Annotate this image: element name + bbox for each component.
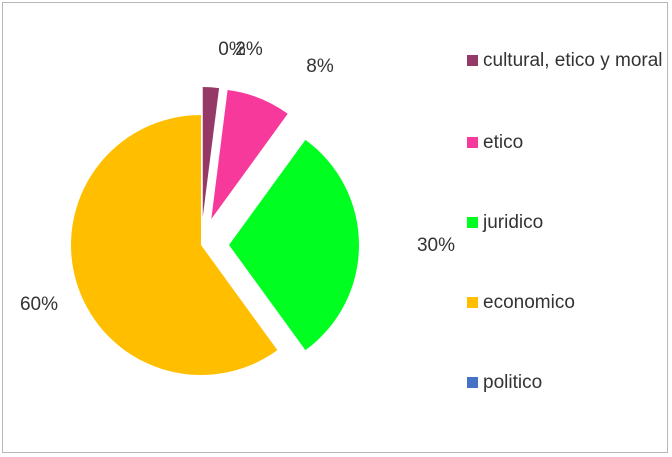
pie-slice-etico xyxy=(211,89,288,219)
legend-item: economico xyxy=(467,289,668,316)
legend-swatch xyxy=(467,55,478,66)
data-label-cultural-etico-y-moral: 2% xyxy=(235,39,263,60)
data-label-economico: 60% xyxy=(20,294,58,315)
chart-area: 2% 8% 30% 60% 0% cultural, etico y moral etic… xyxy=(2,2,668,453)
legend-label: cultural, etico y moral xyxy=(483,50,663,71)
legend-label: economico xyxy=(483,292,575,313)
data-label-juridico: 30% xyxy=(417,235,455,256)
legend-label: etico xyxy=(483,132,524,153)
data-label-politico: 0% xyxy=(218,39,246,60)
pie-slice-juridico xyxy=(229,139,360,351)
legend-swatch xyxy=(467,297,478,308)
legend-item: etico xyxy=(467,129,668,156)
legend-item: politico xyxy=(467,369,668,396)
pie-chart: 2% 8% 30% 60% 0% xyxy=(20,39,455,375)
legend-swatch xyxy=(467,377,478,388)
legend-label: juridico xyxy=(483,212,544,233)
legend-swatch xyxy=(467,137,478,148)
legend-label: politico xyxy=(483,372,543,393)
pie-slice-cultural-etico-y-moral xyxy=(202,87,220,218)
legend-item: juridico xyxy=(467,209,668,236)
legend-item: cultural, etico y moral xyxy=(467,47,668,74)
data-label-etico: 8% xyxy=(306,56,334,77)
pie-slice-economico xyxy=(71,115,278,375)
legend-swatch xyxy=(467,217,478,228)
